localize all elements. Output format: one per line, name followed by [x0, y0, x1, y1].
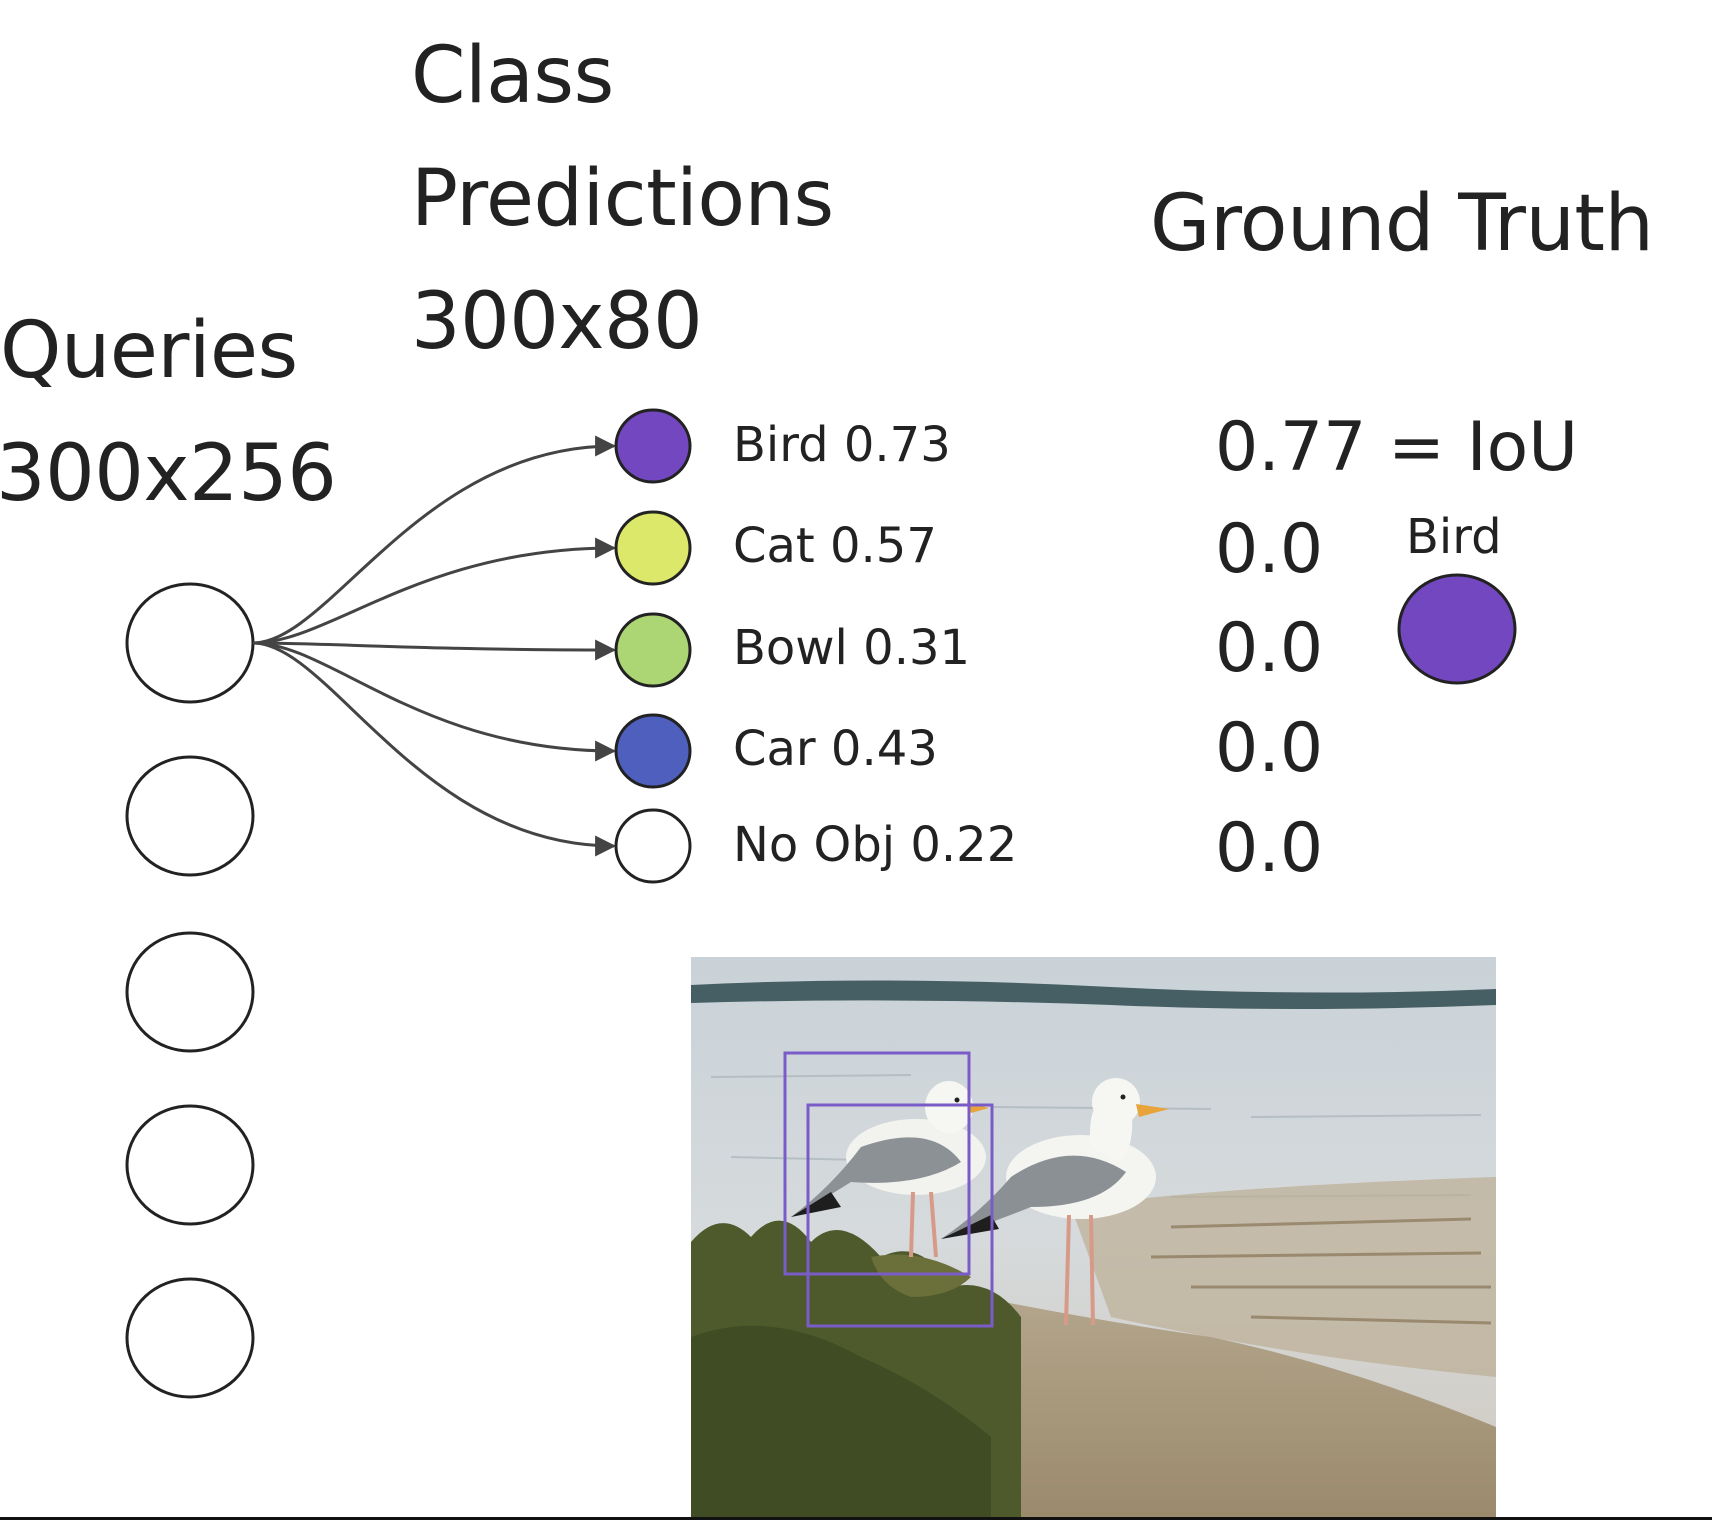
prediction-arrows [252, 435, 617, 857]
iou-value-car: 0.0 [1215, 709, 1324, 788]
prediction-node-car [614, 713, 692, 789]
bottom-rule [0, 1517, 1712, 1520]
ground-truth-bounding-box [806, 1103, 994, 1328]
query-nodes [125, 582, 255, 1399]
iou-value-no-object: 0.0 [1215, 809, 1324, 888]
arrow-to-bird [252, 435, 617, 645]
predicted-bounding-box [783, 1051, 971, 1276]
prediction-label-bowl: Bowl 0.31 [733, 620, 971, 676]
queries-shape: 300x256 [0, 429, 337, 519]
query-node-2 [125, 755, 255, 877]
arrow-to-no-object [252, 641, 617, 857]
class-predictions-title-line2: Predictions [411, 154, 834, 244]
seagulls-photo [691, 957, 1496, 1517]
query-node-3 [125, 931, 255, 1053]
iou-value-cat: 0.0 [1215, 510, 1324, 589]
seagulls-image [691, 957, 1496, 1517]
right-gull [941, 1078, 1169, 1326]
prediction-node-no-object [614, 808, 692, 884]
ground-truth-bird-node [1397, 573, 1517, 685]
prediction-node-cat [614, 510, 692, 586]
arrow-to-car [252, 641, 617, 762]
ground-truth-label: Bird [1406, 509, 1502, 565]
prediction-node-bird [614, 408, 692, 484]
prediction-label-bird: Bird 0.73 [733, 417, 951, 473]
prediction-label-cat: Cat 0.57 [733, 518, 937, 574]
query-node-4 [125, 1104, 255, 1226]
prediction-label-no-object: No Obj 0.22 [733, 817, 1018, 873]
iou-value-bird: 0.77 = IoU [1215, 408, 1579, 487]
left-gull [791, 1081, 989, 1258]
query-node-5 [125, 1277, 255, 1399]
prediction-node-bowl [614, 612, 692, 688]
ground-truth-title: Ground Truth [1150, 179, 1654, 269]
prediction-nodes [614, 408, 692, 884]
queries-title: Queries [0, 306, 298, 396]
prediction-label-car: Car 0.43 [733, 721, 938, 777]
iou-value-bowl: 0.0 [1215, 609, 1324, 688]
class-predictions-shape: 300x80 [411, 277, 703, 367]
class-predictions-title-line1: Class [411, 31, 614, 121]
arrow-to-bowl [252, 639, 617, 661]
query-node-1 [125, 582, 255, 704]
arrow-to-cat [252, 537, 617, 645]
